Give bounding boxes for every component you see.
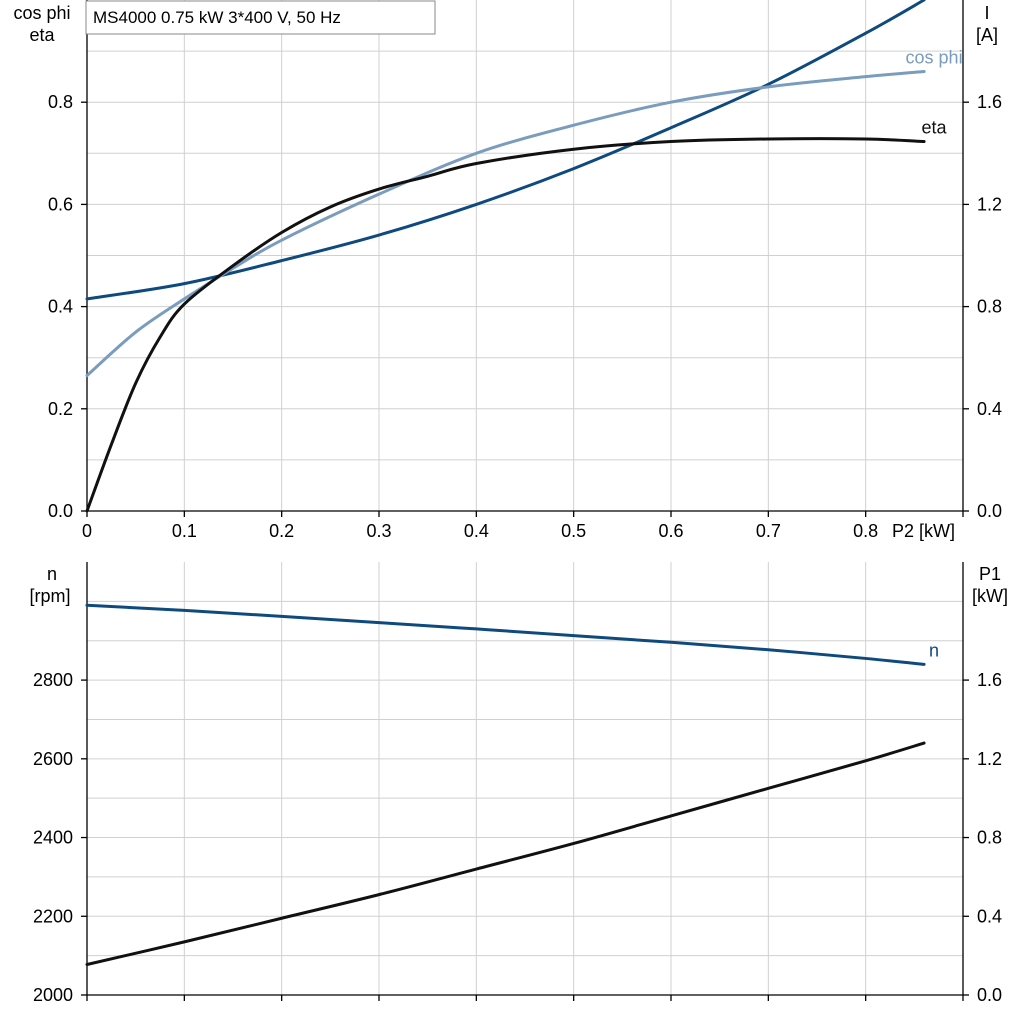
- series-label-n: n: [929, 640, 939, 660]
- series-label-eta: eta: [922, 118, 948, 138]
- left-y-tick-label: 0.6: [48, 194, 73, 214]
- left-y-tick-label: 2000: [33, 985, 73, 1005]
- top-left-axis-label-line2: eta: [29, 25, 55, 45]
- left-y-tick-label: 0.8: [48, 92, 73, 112]
- series-line-i: [85, 0, 926, 301]
- bottom-left-axis-label-line1: n: [47, 564, 57, 584]
- right-y-tick-label: 1.6: [977, 92, 1002, 112]
- right-y-tick-label: 0.8: [977, 297, 1002, 317]
- x-tick-label: 0.2: [269, 521, 294, 541]
- bottom-right-axis-label-line2: [kW]: [972, 586, 1008, 606]
- grid-layer: [87, 0, 964, 995]
- bottom-right-axis-label-line1: P1: [979, 564, 1001, 584]
- x-tick-label: 0.6: [658, 521, 683, 541]
- top-right-axis-label-line1: I: [984, 3, 989, 23]
- left-y-tick-label: 0.4: [48, 297, 73, 317]
- x-tick-label: 0.8: [853, 521, 878, 541]
- right-y-tick-label: 0.8: [977, 828, 1002, 848]
- left-y-tick-label: 2400: [33, 828, 73, 848]
- left-y-tick-label: 0.2: [48, 399, 73, 419]
- x-tick-label: 0: [82, 521, 92, 541]
- right-y-tick-label: 1.2: [977, 749, 1002, 769]
- right-y-tick-label: 0.0: [977, 501, 1002, 521]
- label-layer: 0 0.1 0.2 0.3 0.4 0.5 0.6 0.7 0.8 0.0 0.2 0.4 0.6 0.8…: [33, 48, 1002, 1005]
- right-y-tick-label: 1.2: [977, 194, 1002, 214]
- axis-layer: [81, 0, 969, 1001]
- series-label-cos-phi: cos phi: [906, 48, 963, 68]
- right-y-tick-label: 0.4: [977, 399, 1002, 419]
- x-tick-label: 0.7: [756, 521, 781, 541]
- top-left-axis-label-line1: cos phi: [13, 3, 70, 23]
- chart-title-box: MS4000 0.75 kW 3*400 V, 50 Hz: [85, 0, 436, 35]
- bottom-left-axis-label-line2: [rpm]: [29, 586, 70, 606]
- series-line-p1: [85, 741, 926, 966]
- left-y-tick-label: 2800: [33, 670, 73, 690]
- curve-layer: [85, 0, 926, 966]
- x-tick-label: 0.3: [366, 521, 391, 541]
- chart-title: MS4000 0.75 kW 3*400 V, 50 Hz: [93, 8, 341, 27]
- series-line-n: [85, 603, 926, 666]
- x-tick-label: 0.4: [464, 521, 489, 541]
- series-line-eta: [85, 137, 926, 513]
- right-y-tick-label: 0.0: [977, 985, 1002, 1005]
- series-line-cos-phi: [85, 70, 926, 378]
- left-y-tick-label: 2200: [33, 906, 73, 926]
- top-right-axis-label-line2: [A]: [976, 25, 998, 45]
- x-tick-label: 0.5: [561, 521, 586, 541]
- right-y-tick-label: 1.6: [977, 670, 1002, 690]
- left-y-tick-label: 2600: [33, 749, 73, 769]
- x-tick-label: 0.1: [172, 521, 197, 541]
- right-y-tick-label: 0.4: [977, 906, 1002, 926]
- left-y-tick-label: 0.0: [48, 501, 73, 521]
- x-axis-label: P2 [kW]: [892, 521, 955, 541]
